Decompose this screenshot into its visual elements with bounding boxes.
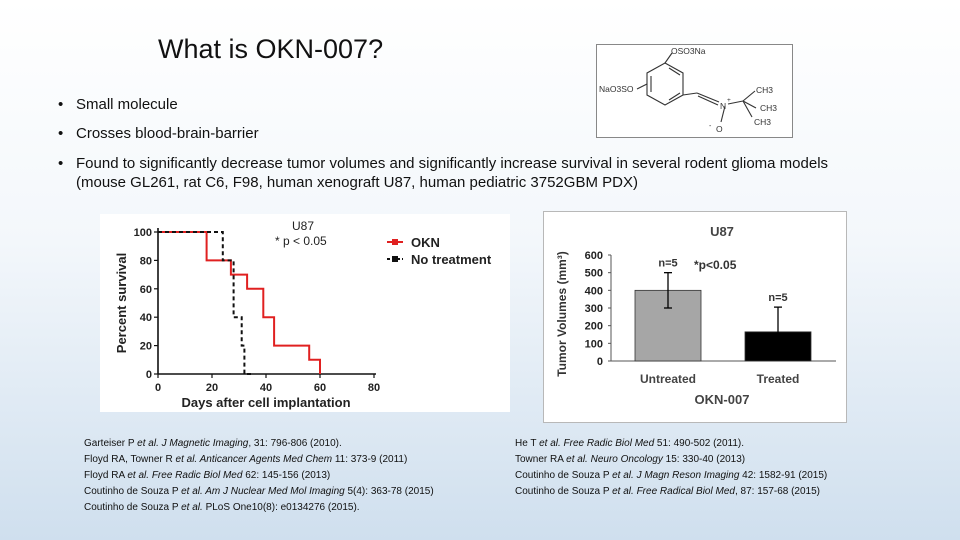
- reference-entry: Towner RA et al. Neuro Oncology 15: 330-…: [515, 452, 827, 468]
- reference-em: et al. Free Radic Biol Med: [127, 470, 243, 481]
- reference-post: 15: 330-40 (2013): [662, 454, 746, 465]
- reference-em: et al. Anticancer Agents Med Chem: [175, 454, 333, 465]
- reference-pre: Coutinho de Souza P: [515, 486, 613, 497]
- x-axis-label: OKN-007: [695, 392, 750, 407]
- y-tick-label: 0: [597, 356, 603, 368]
- y-axis-label: Tumor Volumes (mm³): [555, 251, 569, 377]
- reference-pre: Towner RA: [515, 454, 567, 465]
- structure-label: CH3: [760, 103, 777, 113]
- reference-em: et al. J Magn Reson Imaging: [612, 470, 740, 481]
- y-tick-label: 400: [585, 285, 603, 297]
- reference-post: 5(4): 363-78 (2015): [344, 486, 434, 497]
- reference-pre: Garteiser P: [84, 438, 138, 449]
- reference-post: 42: 1582-91 (2015): [739, 470, 828, 481]
- reference-post: 62: 145-156 (2013): [242, 470, 331, 481]
- legend-marker: [392, 256, 398, 262]
- y-tick-label: 500: [585, 268, 603, 280]
- x-tick-label: 60: [314, 382, 326, 394]
- bullet-dot: •: [58, 96, 64, 113]
- reference-em: et al. Free Radic Biol Med: [539, 438, 655, 449]
- y-tick-label: 100: [134, 227, 152, 239]
- structure-label: +: [727, 97, 731, 104]
- reference-post: , 87: 157-68 (2015): [734, 486, 821, 497]
- bullet-text: Small molecule: [76, 96, 178, 113]
- y-axis-label: Percent survival: [114, 253, 129, 353]
- reference-entry: Coutinho de Souza P et al. Free Radical …: [515, 484, 827, 500]
- y-tick-label: 20: [140, 341, 152, 353]
- reference-entry: He T et al. Free Radic Biol Med 51: 490-…: [515, 436, 827, 452]
- reference-post: 11: 373-9 (2011): [332, 454, 408, 465]
- bullet-dot: •: [58, 125, 64, 142]
- x-tick-label: 80: [368, 382, 380, 394]
- y-tick-label: 60: [140, 284, 152, 296]
- reference-entry: Floyd RA et al. Free Radic Biol Med 62: …: [84, 468, 434, 484]
- reference-entry: Coutinho de Souza P et al. Am J Nuclear …: [84, 484, 434, 500]
- x-tick-label: 40: [260, 382, 272, 394]
- y-tick-label: 100: [585, 338, 603, 350]
- reference-entry: Floyd RA, Towner R et al. Anticancer Age…: [84, 452, 434, 468]
- y-tick-label: 200: [585, 321, 603, 333]
- structure-label: NaO3SO: [599, 84, 634, 94]
- legend-label: No treatment: [411, 252, 492, 267]
- reference-entry: Coutinho de Souza P et al. PLoS One10(8)…: [84, 500, 434, 516]
- chemical-structure-image: OSO3Na NaO3SO N + O - CH3 CH3 CH3: [596, 44, 793, 138]
- reference-pre: Coutinho de Souza P: [84, 502, 182, 513]
- x-tick-label: 0: [155, 382, 161, 394]
- bullet-text: Crosses blood-brain-barrier: [76, 125, 259, 142]
- x-axis-label: Days after cell implantation: [181, 395, 350, 410]
- bullet-text: Found to significantly decrease tumor vo…: [76, 155, 829, 191]
- x-category-label: Untreated: [640, 372, 696, 386]
- structure-label: CH3: [754, 117, 771, 127]
- reference-em: et al. Free Radical Biol Med: [612, 486, 735, 497]
- tumor-volume-chart: 0 100 200 300 400 500 600 n=5 Untreated n=5 Treate…: [555, 224, 836, 407]
- no-treatment-survival-line: [158, 231, 253, 375]
- bar-n-label: n=5: [658, 258, 677, 270]
- y-tick-label: 0: [146, 369, 152, 381]
- reference-pre: He T: [515, 438, 540, 449]
- y-tick-label: 40: [140, 312, 152, 324]
- reference-post: , 31: 796-806 (2010).: [248, 438, 342, 449]
- y-tick-label: 80: [140, 255, 152, 267]
- structure-label: OSO3Na: [671, 46, 706, 56]
- reference-em: et al. J Magnetic Imaging: [137, 438, 249, 449]
- structure-label: N: [720, 101, 726, 111]
- reference-pre: Coutinho de Souza P: [84, 486, 182, 497]
- x-tick-label: 20: [206, 382, 218, 394]
- chart-annotation: * p < 0.05: [275, 234, 327, 248]
- slide-title: What is OKN-007?: [158, 34, 384, 64]
- chemical-structure-drawing: OSO3Na NaO3SO N + O - CH3 CH3 CH3: [599, 46, 777, 134]
- survival-chart-panel: 0 20 40 60 80 100 0 20 40 60 80 Days after cell imp…: [100, 214, 510, 412]
- references-right: He T et al. Free Radic Biol Med 51: 490-…: [515, 436, 827, 500]
- survival-chart: 0 20 40 60 80 100 0 20 40 60 80 Days after cell imp…: [114, 219, 492, 410]
- chart-title: U87: [710, 224, 734, 239]
- references-left: Garteiser P et al. J Magnetic Imaging, 3…: [84, 436, 434, 516]
- legend-marker: [392, 239, 398, 245]
- reference-pre: Floyd RA, Towner R: [84, 454, 176, 465]
- reference-em: et al. Neuro Oncology: [566, 454, 663, 465]
- y-tick-label: 300: [585, 303, 603, 315]
- okn-survival-line: [158, 231, 321, 374]
- chart-annotation: *p<0.05: [694, 258, 737, 272]
- y-tick-label: 600: [585, 250, 603, 262]
- reference-entry: Garteiser P et al. J Magnetic Imaging, 3…: [84, 436, 434, 452]
- reference-pre: Coutinho de Souza P: [515, 470, 613, 481]
- x-category-label: Treated: [757, 372, 800, 386]
- reference-entry: Coutinho de Souza P et al. J Magn Reson …: [515, 468, 827, 484]
- legend-label: OKN: [411, 235, 440, 250]
- structure-label: CH3: [756, 85, 773, 95]
- reference-pre: Floyd RA: [84, 470, 128, 481]
- structure-label: -: [709, 123, 712, 130]
- bullet-dot: •: [58, 155, 64, 172]
- reference-post: 51: 490-502 (2011).: [654, 438, 745, 449]
- reference-em: et al.: [181, 502, 203, 513]
- reference-post: PLoS One10(8): e0134276 (2015).: [202, 502, 360, 513]
- chart-title: U87: [292, 219, 314, 233]
- tumor-volume-chart-panel: 0 100 200 300 400 500 600 n=5 Untreated n=5 Treate…: [543, 211, 847, 423]
- structure-label: O: [716, 124, 723, 134]
- bar-n-label: n=5: [768, 292, 787, 304]
- reference-em: et al. Am J Nuclear Med Mol Imaging: [181, 486, 345, 497]
